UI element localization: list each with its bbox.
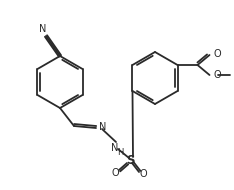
Text: N: N [111,143,119,153]
Text: O: O [213,70,221,80]
Text: O: O [139,169,147,179]
Text: N: N [39,24,47,34]
Text: N: N [99,122,106,132]
Text: H: H [117,148,123,157]
Text: S: S [126,154,134,166]
Text: O: O [111,168,119,178]
Text: O: O [213,49,221,59]
